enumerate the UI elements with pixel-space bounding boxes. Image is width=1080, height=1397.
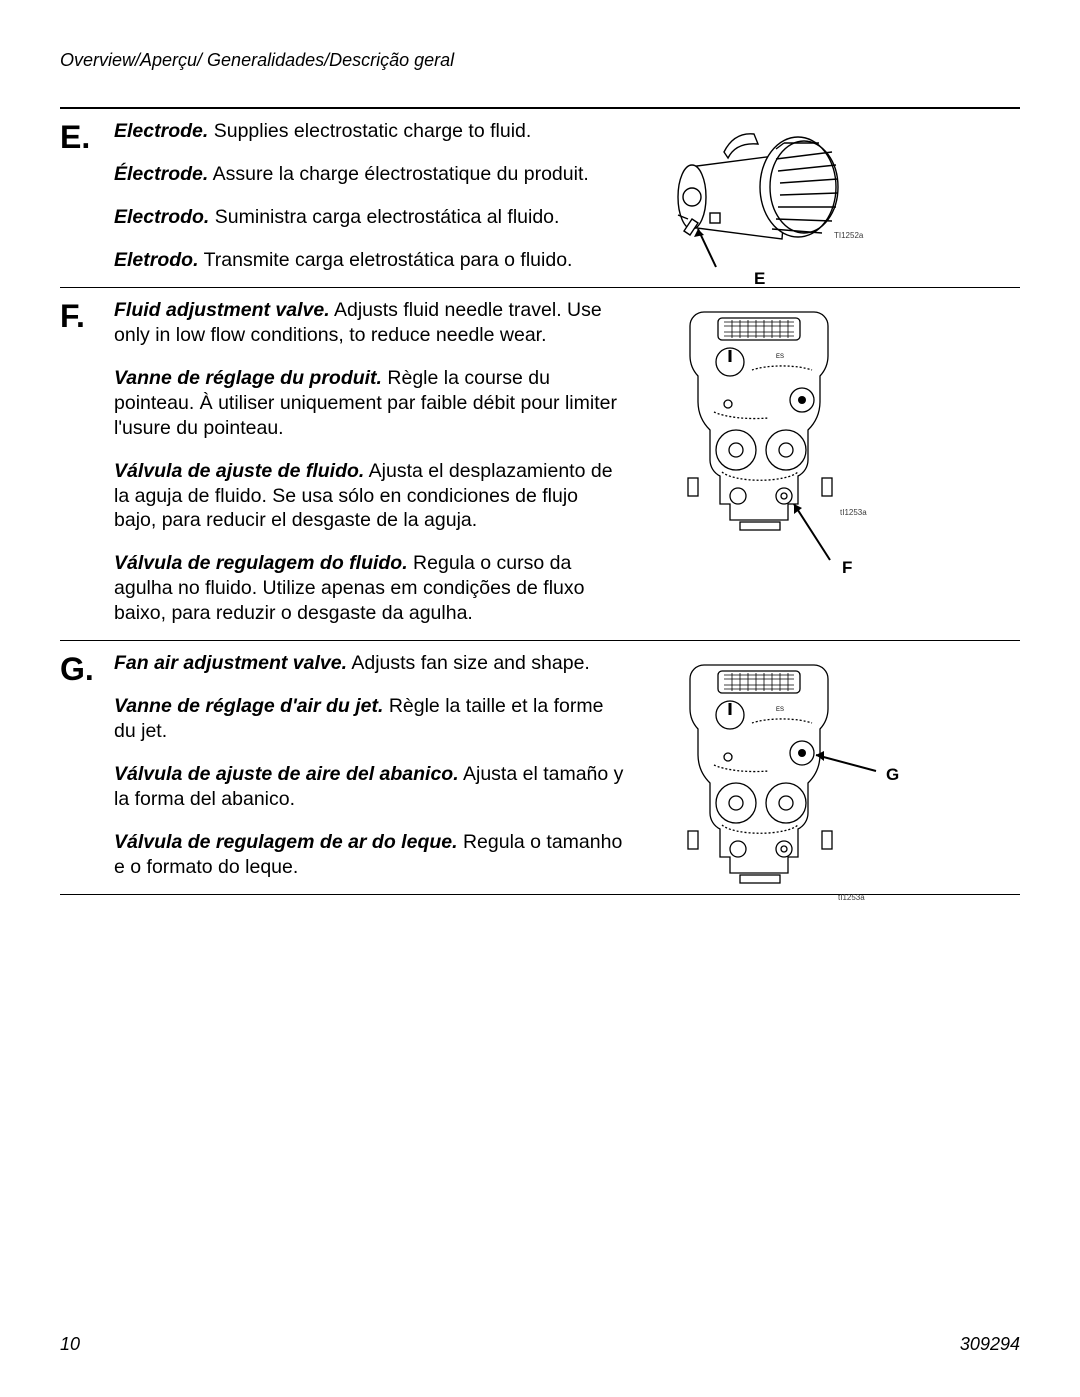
term-fr: Vanne de réglage d'air du jet.: [114, 695, 383, 717]
figure-label: F: [842, 558, 852, 578]
figure-label: E: [754, 269, 765, 289]
running-header: Overview/Aperçu/ Generalidades/Descrição…: [60, 50, 1020, 71]
body-fr: Assure la charge électrostatique du prod…: [208, 163, 588, 185]
section-f: F. Fluid adjustment valve. Adjusts fluid…: [60, 288, 1020, 640]
page: Overview/Aperçu/ Generalidades/Descrição…: [0, 0, 1080, 1397]
svg-text:ES: ES: [776, 354, 784, 360]
term-pt: Válvula de regulagem de ar do leque.: [114, 831, 458, 853]
figure-g: ES: [624, 651, 1020, 880]
page-number: 10: [60, 1334, 80, 1355]
section-e: E. Electrode. Supplies electrostatic cha…: [60, 109, 1020, 287]
figure-code: tI1253a: [838, 893, 865, 902]
doc-number: 309294: [960, 1334, 1020, 1355]
term-en: Fluid adjustment valve.: [114, 299, 330, 321]
term-es: Válvula de ajuste de aire del abanico.: [114, 763, 459, 785]
figure-f: ES: [624, 298, 1020, 626]
gun-rear-diagram-icon: ES: [644, 645, 904, 935]
body-en: Supplies electrostatic charge to fluid.: [208, 120, 531, 142]
figure-e: TI1252a E: [624, 119, 1020, 273]
gun-rear-diagram-icon: ES: [644, 292, 884, 592]
section-text: Fan air adjustment valve. Adjusts fan si…: [114, 651, 624, 880]
term-en: Electrode.: [114, 120, 208, 142]
figure-label: G: [886, 765, 899, 785]
section-letter: E.: [60, 119, 114, 273]
section-text: Fluid adjustment valve. Adjusts fluid ne…: [114, 298, 624, 626]
svg-text:ES: ES: [776, 707, 784, 713]
term-fr: Électrode.: [114, 163, 208, 185]
section-text: Electrode. Supplies electrostatic charge…: [114, 119, 624, 273]
figure-code: TI1252a: [834, 231, 863, 240]
term-en: Fan air adjustment valve.: [114, 652, 347, 674]
term-es: Electrodo.: [114, 206, 209, 228]
term-pt: Eletrodo.: [114, 249, 199, 271]
term-es: Válvula de ajuste de fluido.: [114, 460, 364, 482]
section-letter: G.: [60, 651, 114, 880]
section-letter: F.: [60, 298, 114, 626]
page-footer: 10 309294: [60, 1334, 1020, 1355]
body-en: Adjusts fan size and shape.: [347, 652, 590, 674]
body-pt: Transmite carga eletrostática para o flu…: [199, 249, 573, 271]
section-g: G. Fan air adjustment valve. Adjusts fan…: [60, 641, 1020, 894]
electrode-diagram-icon: [664, 119, 864, 289]
term-fr: Vanne de réglage du produit.: [114, 367, 382, 389]
body-es: Suministra carga electrostática al fluid…: [209, 206, 559, 228]
term-pt: Válvula de regulagem do fluido.: [114, 552, 408, 574]
figure-code: tI1253a: [840, 508, 867, 517]
